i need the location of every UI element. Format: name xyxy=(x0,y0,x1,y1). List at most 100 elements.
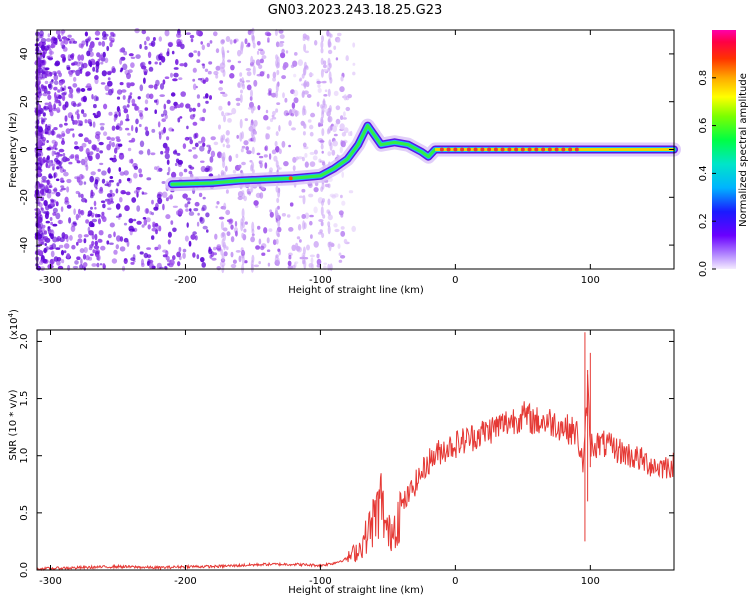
noise-dot xyxy=(267,88,272,93)
colorbar-tick-label: 0.0 xyxy=(698,261,709,277)
noise-dot xyxy=(71,62,76,66)
noise-dot xyxy=(222,69,226,77)
noise-dot xyxy=(159,52,163,57)
noise-dot xyxy=(54,62,60,67)
noise-dot xyxy=(192,121,198,126)
noise-dot xyxy=(80,54,85,61)
noise-dot xyxy=(88,47,93,52)
noise-dot xyxy=(55,29,61,35)
noise-dot xyxy=(94,213,98,218)
noise-dot xyxy=(53,127,58,131)
noise-dot xyxy=(215,205,218,209)
noise-dot xyxy=(259,49,265,56)
noise-dot xyxy=(118,112,121,117)
noise-dot xyxy=(178,77,183,80)
noise-dot xyxy=(240,148,244,153)
noise-dot xyxy=(313,149,318,155)
noise-dot xyxy=(250,89,253,98)
noise-dot xyxy=(58,219,62,225)
noise-dot xyxy=(208,248,213,255)
noise-dot xyxy=(176,210,180,216)
noise-dot xyxy=(133,172,138,179)
noise-dot xyxy=(136,205,141,212)
noise-dot xyxy=(244,260,248,264)
noise-dot xyxy=(57,89,61,93)
noise-dot xyxy=(291,127,296,131)
noise-dot xyxy=(163,103,167,110)
noise-dot xyxy=(275,63,279,69)
noise-dot xyxy=(249,101,254,109)
noise-dot xyxy=(184,203,189,208)
noise-dot xyxy=(129,82,135,87)
noise-dot xyxy=(92,121,96,128)
noise-dot xyxy=(281,140,286,148)
noise-dot xyxy=(222,93,228,97)
noise-dot xyxy=(148,84,154,89)
noise-dot xyxy=(76,176,81,183)
noise-dot xyxy=(243,228,247,233)
noise-dot xyxy=(40,44,46,51)
noise-dot xyxy=(193,50,198,53)
noise-dot xyxy=(190,234,196,240)
noise-dot xyxy=(119,236,124,242)
noise-dot xyxy=(60,187,66,191)
noise-dot xyxy=(42,112,46,117)
noise-dot xyxy=(288,227,294,232)
noise-dot xyxy=(126,104,130,108)
snr-series-line xyxy=(36,374,675,572)
colorbar-gradient xyxy=(712,30,736,269)
noise-dot xyxy=(70,54,74,60)
noise-dot xyxy=(83,181,87,185)
noise-dot xyxy=(171,128,175,132)
noise-dot xyxy=(77,214,81,218)
noise-dot xyxy=(40,241,45,245)
noise-dot xyxy=(297,59,303,66)
noise-dot xyxy=(316,80,322,84)
noise-dot xyxy=(310,112,316,118)
noise-dot xyxy=(116,96,121,100)
noise-dot xyxy=(328,126,332,134)
snr-noise-spikes xyxy=(584,332,591,542)
noise-dot xyxy=(310,257,314,265)
noise-dot xyxy=(310,234,313,239)
noise-dot xyxy=(131,98,136,105)
noise-dot xyxy=(127,147,132,152)
noise-dot xyxy=(45,210,50,216)
noise-dot xyxy=(109,222,115,228)
noise-dot xyxy=(122,63,128,71)
noise-dot xyxy=(241,192,245,200)
noise-dot xyxy=(69,73,73,77)
noise-dot xyxy=(264,146,267,151)
ridge-peak-dot xyxy=(568,147,573,152)
noise-dot xyxy=(276,212,280,220)
noise-dot xyxy=(172,205,178,208)
noise-dot xyxy=(159,94,165,97)
noise-dot xyxy=(76,241,79,246)
noise-dot xyxy=(144,99,149,105)
noise-dot xyxy=(234,220,238,227)
noise-dot xyxy=(287,260,292,267)
noise-dot xyxy=(95,152,100,160)
noise-dot xyxy=(61,140,65,146)
noise-dot xyxy=(75,69,81,77)
noise-dot xyxy=(89,244,94,248)
noise-dot xyxy=(252,42,256,49)
noise-dot xyxy=(193,133,197,140)
noise-dot xyxy=(351,225,357,232)
noise-dot xyxy=(39,228,42,233)
noise-dot xyxy=(145,36,150,42)
noise-dot xyxy=(244,221,248,225)
noise-dot xyxy=(339,123,345,130)
noise-dot xyxy=(70,69,76,73)
noise-dot xyxy=(198,192,203,198)
noise-dot xyxy=(343,238,348,244)
noise-dot xyxy=(52,166,55,171)
noise-dot xyxy=(258,261,262,265)
noise-dot xyxy=(333,223,338,228)
noise-dot xyxy=(209,40,213,44)
noise-dot xyxy=(312,155,318,161)
noise-dot xyxy=(80,258,83,265)
noise-dot xyxy=(314,40,318,46)
noise-dot xyxy=(202,196,206,200)
noise-dot xyxy=(148,66,154,72)
